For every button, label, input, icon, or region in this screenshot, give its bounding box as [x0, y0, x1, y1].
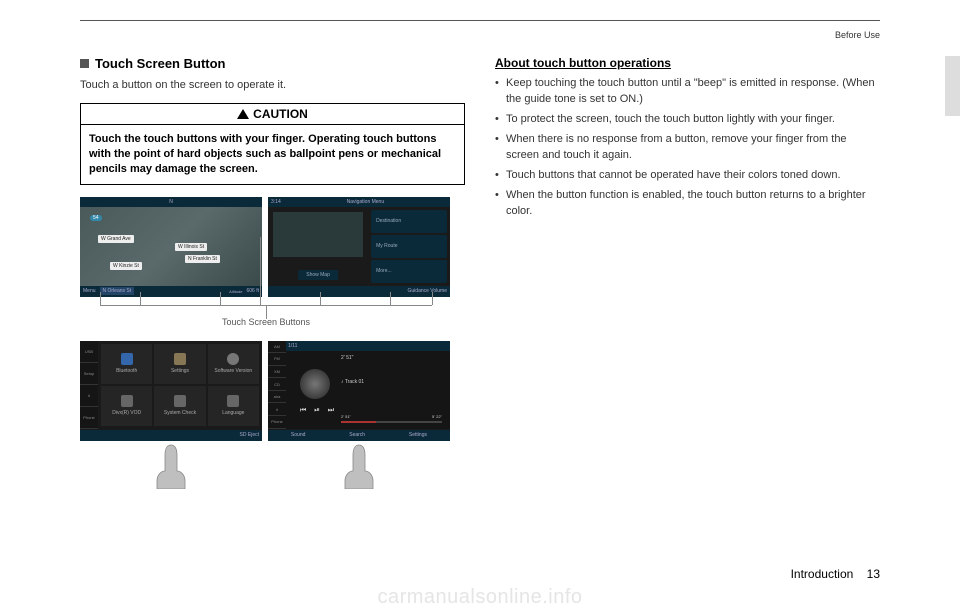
- footer: Introduction 13: [791, 567, 880, 581]
- route-shield[interactable]: 54: [90, 215, 102, 221]
- bullet-item: To protect the screen, touch the touch b…: [495, 112, 880, 128]
- heading-bullet: [80, 59, 89, 68]
- street-label[interactable]: W Kinzie St: [110, 262, 142, 270]
- page-content: Before Use Touch Screen Button Touch a b…: [80, 20, 880, 585]
- settings-screenshot: USB Setup ∧ Phone Bluetooth Settings Sof…: [80, 341, 262, 441]
- map-screenshot: N 54 W Grand Ave W Illinois St W Kinzie …: [80, 197, 262, 297]
- nav-more-button[interactable]: More...: [371, 260, 447, 283]
- nav-destination-button[interactable]: Destination: [371, 210, 447, 233]
- bullet-item: Keep touching the touch button until a "…: [495, 76, 880, 108]
- bullet-list: Keep touching the touch button until a "…: [495, 76, 880, 220]
- tile-divx[interactable]: Divx(R) VOD: [101, 386, 152, 426]
- media-topbar: 1/11: [268, 341, 450, 351]
- finger-icon: [339, 443, 379, 489]
- warning-icon: [237, 109, 249, 119]
- elapsed-time: 2' 51": [341, 355, 442, 361]
- screenshot-row-2: USB Setup ∧ Phone Bluetooth Settings Sof…: [80, 341, 465, 489]
- track-title: ♪ Track 01: [341, 379, 442, 385]
- tile-bluetooth[interactable]: Bluetooth: [101, 344, 152, 384]
- nav-topbar: 3:14 Navigation Menu: [268, 197, 450, 207]
- tile-language[interactable]: Language: [208, 386, 259, 426]
- map-area: 54 W Grand Ave W Illinois St W Kinzie St…: [80, 207, 262, 286]
- header-section: Before Use: [835, 30, 880, 40]
- street-label[interactable]: W Illinois St: [175, 243, 207, 251]
- map-topbar: N: [80, 197, 262, 207]
- nav-myroute-button[interactable]: My Route: [371, 235, 447, 258]
- street-current[interactable]: N Orleans St: [100, 287, 135, 295]
- playback-controls[interactable]: ⏮ ⏯ ⏭: [300, 407, 337, 415]
- page-number: 13: [867, 567, 880, 581]
- tile-software[interactable]: Software Version: [208, 344, 259, 384]
- altitude-label: Altitude: [229, 289, 242, 294]
- top-rule: [80, 20, 880, 21]
- left-column: Touch Screen Button Touch a button on th…: [80, 56, 465, 495]
- guidance-volume[interactable]: Guidance Volume: [408, 288, 447, 294]
- show-map-button[interactable]: Show Map: [298, 270, 338, 280]
- watermark: carmanualsonline.info: [377, 586, 582, 609]
- right-column: About touch button operations Keep touch…: [495, 56, 880, 495]
- map-bottom-bar: Menu N Orleans St Altitude 606 ft: [80, 286, 262, 297]
- settings-side: USB Setup ∧ Phone: [80, 341, 98, 429]
- street-label[interactable]: W Grand Ave: [98, 235, 134, 243]
- chapter-name: Introduction: [791, 567, 854, 581]
- screenshot-row-1: N 54 W Grand Ave W Illinois St W Kinzie …: [80, 197, 452, 327]
- bullet-item: When there is no response from a button,…: [495, 132, 880, 164]
- lead-text: Touch a button on the screen to operate …: [80, 79, 465, 91]
- heading-text: Touch Screen Button: [95, 56, 225, 71]
- mini-map: [273, 212, 363, 257]
- media-screenshot: 1/11 AM FM XM CD aha ∨ Phone 2' 51": [268, 341, 450, 441]
- street-label[interactable]: N Franklin St: [185, 255, 220, 263]
- caution-label: CAUTION: [80, 103, 465, 125]
- media-bottom: Sound Search Settings: [268, 430, 450, 441]
- caution-label-text: CAUTION: [253, 107, 308, 121]
- bullet-item: When the button function is enabled, the…: [495, 188, 880, 220]
- section-heading: Touch Screen Button: [80, 56, 465, 71]
- nav-screenshot: 3:14 Navigation Menu Show Map Destinatio…: [268, 197, 450, 297]
- progress-bar[interactable]: [341, 421, 442, 423]
- settings-bottom: SD Eject: [80, 430, 262, 441]
- disc-icon: [300, 369, 330, 399]
- altitude-value: 606 ft: [246, 288, 259, 294]
- thumb-tab: [945, 56, 960, 116]
- media-side: AM FM XM CD aha ∨ Phone: [268, 341, 286, 429]
- bullet-item: Touch buttons that cannot be operated ha…: [495, 168, 880, 184]
- tile-settings[interactable]: Settings: [154, 344, 205, 384]
- caution-body: Touch the touch buttons with your finger…: [80, 125, 465, 185]
- menu-button[interactable]: Menu: [83, 288, 96, 294]
- finger-icon: [151, 443, 191, 489]
- right-heading: About touch button operations: [495, 56, 880, 70]
- tile-syscheck[interactable]: System Check: [154, 386, 205, 426]
- nav-bottom-bar: Guidance Volume: [268, 286, 450, 297]
